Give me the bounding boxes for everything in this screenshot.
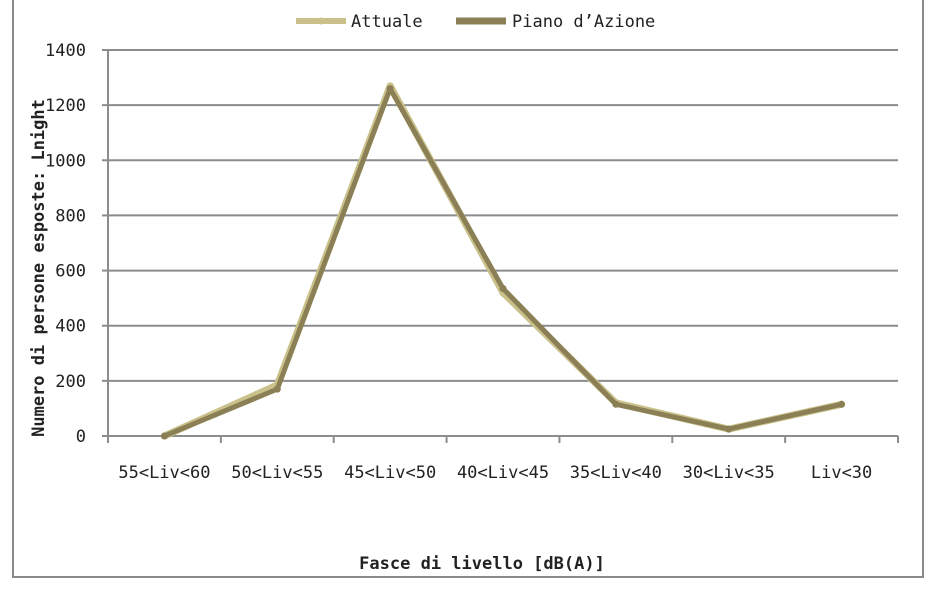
series-line-1 xyxy=(160,82,846,440)
y-tick-label: 1400 xyxy=(45,41,86,61)
x-tick-label: 35<Liv<40 xyxy=(570,463,662,483)
chart-frame xyxy=(12,0,924,578)
series-2-point xyxy=(273,385,281,393)
legend-label-1: Attuale xyxy=(351,12,423,32)
series-2-point xyxy=(838,400,846,408)
series-2-point xyxy=(725,425,733,433)
axes xyxy=(102,49,899,443)
x-axis-title: Fasce di livello [dB(A)] xyxy=(359,554,605,574)
y-tick-label: 1000 xyxy=(45,151,86,171)
gridlines xyxy=(108,49,898,382)
x-tick-label: 45<Liv<50 xyxy=(344,463,436,483)
x-tick-label: 40<Liv<45 xyxy=(457,463,549,483)
y-tick-label: 1200 xyxy=(45,96,86,116)
x-tick-label: 50<Liv<55 xyxy=(231,463,323,483)
series-2-point xyxy=(499,284,507,292)
y-tick-label: 200 xyxy=(55,372,86,392)
y-tick-label: 600 xyxy=(55,262,86,282)
y-tick-label: 0 xyxy=(76,427,86,447)
series-2-point xyxy=(160,432,168,440)
series-lines xyxy=(160,82,846,440)
legend: Attuale Piano d’Azione xyxy=(296,12,655,32)
series-2-point xyxy=(612,400,620,408)
x-tick-label: 55<Liv<60 xyxy=(118,463,210,483)
legend-label-2: Piano d’Azione xyxy=(512,12,655,32)
y-tick-labels: 0 200 400 600 800 1000 1200 1400 xyxy=(45,41,86,447)
x-tick-label: 30<Liv<35 xyxy=(683,463,775,483)
x-tick-label: Liv<30 xyxy=(811,463,872,483)
x-tick-labels: 55<Liv<60 50<Liv<55 45<Liv<50 40<Liv<45 35<L… xyxy=(118,463,872,483)
y-tick-label: 400 xyxy=(55,317,86,337)
legend-marker-1 xyxy=(317,17,325,25)
series-2-point xyxy=(386,85,394,93)
y-axis-title: Numero di persone esposte: Lnight xyxy=(29,99,49,437)
y-tick-label: 800 xyxy=(55,206,86,226)
legend-marker-2 xyxy=(477,17,485,25)
series-line-2 xyxy=(161,86,845,439)
